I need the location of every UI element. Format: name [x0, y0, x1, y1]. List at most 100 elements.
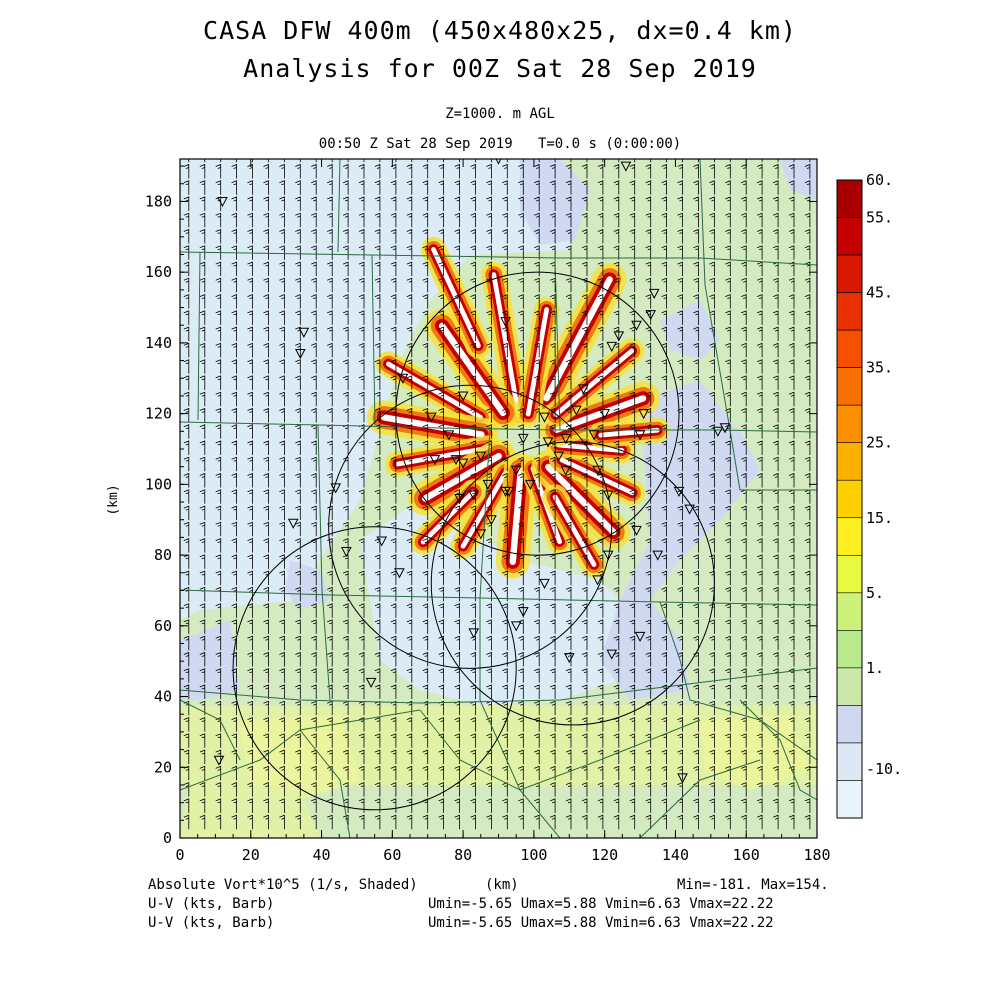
level-label: Z=1000. m AGL — [445, 106, 555, 122]
station-triangle — [560, 465, 572, 476]
station-triangle — [486, 515, 497, 526]
x-tick-label: 120 — [591, 846, 618, 864]
station-triangle — [631, 525, 642, 536]
footer-field-label: Absolute Vort*10^5 (1/s, Shaded) — [148, 877, 418, 893]
vort-streak-center — [460, 470, 508, 549]
colorbar-label: -10. — [866, 760, 902, 778]
station-triangle — [217, 196, 228, 208]
colorbar-frame — [836, 179, 863, 819]
station-triangle — [510, 465, 522, 476]
station-triangle — [294, 349, 306, 360]
station-triangle — [330, 483, 342, 494]
vort-streak-center — [491, 272, 521, 417]
vort-streak-center — [559, 457, 635, 496]
colorbar-label: 45. — [866, 284, 893, 302]
vort-streak-center — [380, 414, 485, 438]
station-triangle — [602, 490, 614, 501]
x-tick-label: 20 — [242, 846, 260, 864]
colorbar-swatch — [836, 292, 863, 331]
station-triangle — [592, 465, 603, 476]
vort-streak-center — [438, 322, 507, 417]
station-triangle — [468, 490, 480, 501]
x-tick-label: 180 — [803, 846, 830, 864]
station-triangle — [425, 412, 437, 423]
radar-circle — [395, 271, 680, 556]
colorbar-swatch — [836, 592, 863, 631]
plot-title: CASA DFW 400m (450x480x25, dx=0.4 km) — [203, 16, 797, 45]
station-triangle — [468, 628, 480, 639]
axes: 0 20 40 60 80 100 120 140 160 180 0 20 40 60 80 100 120 1… — [106, 159, 831, 864]
colorbar-label: 60. — [866, 171, 893, 189]
footer-minmax: Min=-181. Max=154. — [677, 877, 829, 893]
station-triangle — [631, 320, 642, 331]
colorbar-swatch — [836, 630, 863, 669]
valid-time: 00:50 Z Sat 28 Sep 2019 — [318, 136, 513, 152]
radar-circle — [430, 441, 715, 726]
time-line: 00:50 Z Sat 28 Sep 2019 T=0.0 s (0:00:00… — [0, 136, 1000, 152]
x-tick-label: 140 — [662, 846, 689, 864]
y-tick-label: 0 — [163, 829, 172, 847]
station-triangle — [712, 426, 724, 437]
station-triangle — [606, 341, 618, 353]
station-triangle — [213, 755, 225, 766]
station-triangle — [298, 327, 310, 338]
colorbar-swatch — [836, 404, 863, 444]
footer-uv-2: Umin=-5.65 Umax=5.88 Vmin=6.63 Vmax=22.2… — [428, 915, 774, 931]
station-triangle — [517, 607, 529, 618]
station-triangle — [443, 430, 455, 441]
vort-streak-center — [509, 466, 524, 565]
station-triangle — [553, 451, 564, 462]
station-triangle — [376, 536, 388, 547]
station-triangle — [365, 677, 377, 688]
station-triangle — [563, 653, 575, 664]
y-tick-label: 20 — [154, 758, 172, 776]
barb-glyphs — [183, 159, 811, 830]
y-tick-label: 60 — [154, 617, 172, 635]
station-triangle — [539, 578, 550, 589]
station-triangle — [539, 412, 550, 423]
footer-barb-label-2: U-V (kts, Barb) — [148, 915, 275, 931]
x-tick-label: 40 — [313, 846, 331, 864]
y-tick-label: 80 — [154, 546, 172, 564]
station-triangle — [606, 649, 618, 660]
station-triangle — [457, 391, 469, 402]
station-triangle — [394, 568, 405, 579]
station-triangle — [588, 430, 600, 441]
vort-streak-center — [525, 307, 550, 417]
colorbar-label: 5. — [866, 584, 884, 602]
vort-streak-center — [543, 276, 613, 402]
forecast-time: T=0.0 s (0:00:00) — [537, 136, 682, 152]
x-tick-label: 100 — [520, 846, 547, 864]
field-lavender-region-2 — [780, 159, 817, 200]
station-triangle — [397, 373, 409, 384]
station-triangle — [475, 529, 487, 540]
footer-axis-label: (km) — [485, 877, 519, 893]
station-triangle — [482, 479, 494, 490]
station-triangle — [620, 161, 632, 172]
y-tick-label: 120 — [145, 405, 172, 423]
vort-streak-center — [386, 361, 483, 420]
station-triangle — [287, 518, 299, 529]
colorbar-label: 25. — [866, 434, 893, 452]
station-triangle — [648, 288, 660, 299]
colorbar-label: 15. — [866, 509, 893, 527]
vort-streak-center — [395, 445, 491, 467]
y-tick-label: 40 — [154, 688, 172, 706]
station-triangle — [429, 455, 441, 466]
y-tick-label: 140 — [145, 334, 172, 352]
station-triangle — [450, 455, 462, 466]
station-triangle — [500, 317, 511, 328]
footer-uv-1: Umin=-5.65 Umax=5.88 Vmin=6.63 Vmax=22.2… — [428, 896, 774, 912]
colorbar-swatch — [836, 742, 863, 781]
station-triangle — [719, 423, 731, 434]
colorbar-label: 1. — [866, 659, 884, 677]
colorbar-swatch — [836, 442, 863, 481]
colorbar-swatch — [836, 705, 863, 744]
county-boundaries — [180, 159, 817, 838]
x-tick-label: 0 — [175, 846, 184, 864]
colorbar-swatch — [836, 179, 863, 218]
station-triangle — [525, 479, 536, 490]
station-triangle — [638, 409, 649, 420]
y-tick-label: 180 — [145, 192, 172, 210]
field-yellow-patch-3 — [180, 780, 320, 838]
